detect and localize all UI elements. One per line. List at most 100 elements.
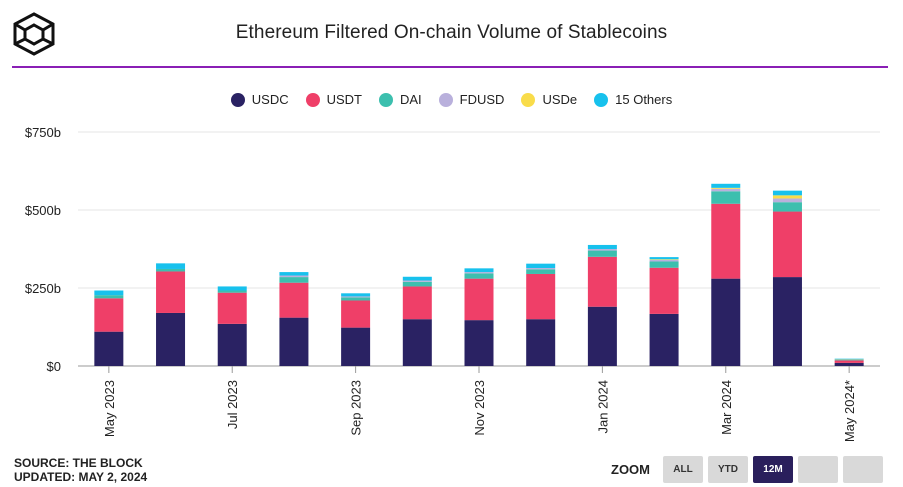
bar-segment-fdusd [341, 296, 371, 298]
bar-segment-fdusd [711, 188, 741, 192]
bar-segment-15-others [464, 268, 494, 273]
bar-segment-dai [587, 250, 617, 257]
bar-segment-fdusd [402, 280, 432, 282]
x-tick-label: Sep 2023 [349, 380, 364, 436]
bar-segment-fdusd [464, 272, 494, 274]
legend-label-others: 15 Others [615, 92, 673, 107]
bar-segment-fdusd [587, 249, 617, 251]
legend-item-others[interactable]: 15 Others [594, 92, 672, 107]
bar-segment-usdc [279, 317, 309, 366]
zoom-extra-button-2[interactable] [843, 456, 883, 483]
y-tick-label: $250b [25, 281, 61, 296]
bar-segment-15-others [772, 190, 802, 196]
bar-segment-fdusd [279, 275, 309, 278]
updated-text: UPDATED: MAY 2, 2024 [14, 470, 148, 484]
bar-segment-dai [156, 268, 186, 272]
bar-segment-dai [94, 295, 124, 299]
bar-segment-dai [402, 281, 432, 287]
stacked-bar-chart: $0 $250b $500b $750b May 2023 Jul 2023 Sep 202… [25, 125, 880, 442]
bar-segment-usdt [711, 203, 741, 279]
legend-dot-others [594, 92, 609, 107]
bar-segment-usdt [402, 286, 432, 320]
bar-segment-usdt [649, 267, 679, 314]
legend-item-usde[interactable]: USDe [521, 92, 577, 107]
bar-segment-usdt [279, 282, 309, 318]
legend-dot-usdc [230, 92, 245, 107]
bar-segment-usdc [587, 306, 617, 366]
bar-segment-fdusd [649, 259, 679, 262]
legend-dot-fdusd [438, 92, 453, 107]
legend-label-usdc: USDC [251, 92, 289, 107]
bar-segment-dai [649, 261, 679, 268]
bar-segment-15-others [217, 286, 247, 291]
legend: USDC USDT DAI FDUSD USDe 15 Others [0, 92, 903, 107]
bar-segment-15-others [649, 257, 679, 260]
x-tick-label: Mar 2024 [719, 380, 734, 435]
bar-segment-15-others [341, 293, 371, 297]
bar-segment-usdc [834, 362, 864, 366]
bar-segment-usdc [772, 277, 802, 366]
zoom-all-button[interactable]: ALL [663, 456, 703, 483]
zoom-extra-button-1[interactable] [798, 456, 838, 483]
source-text: SOURCE: THE BLOCK [14, 456, 143, 470]
bar-segment-usdc [711, 278, 741, 366]
legend-item-usdt[interactable]: USDT [305, 92, 362, 107]
y-tick-label: $500b [25, 203, 61, 218]
zoom-controls: ZOOM ALL YTD 12M [611, 456, 883, 483]
x-tick-label: Jan 2024 [595, 380, 610, 434]
bar-segment-usdt [217, 292, 247, 324]
x-tick-label: May 2024* [842, 380, 857, 442]
bar-segment-usdt [464, 278, 494, 321]
bar-segment-usdc [526, 319, 556, 366]
zoom-ytd-button[interactable]: YTD [708, 456, 748, 483]
legend-dot-usdt [305, 92, 320, 107]
y-tick-label: $0 [47, 359, 61, 374]
bar-segment-usdt [341, 300, 371, 328]
legend-item-dai[interactable]: DAI [379, 92, 422, 107]
legend-dot-usde [521, 92, 536, 107]
bar-segment-usdc [156, 312, 186, 366]
bar-segment-dai [526, 269, 556, 274]
bar-segment-15-others [711, 183, 741, 188]
bar-segment-usdt [587, 256, 617, 307]
x-tick-label: Jul 2023 [225, 380, 240, 429]
bar-segment-usde [711, 187, 741, 189]
bar-segment-fdusd [526, 268, 556, 270]
chart-title: Ethereum Filtered On-chain Volume of Sta… [235, 22, 668, 43]
bar-segment-dai [341, 297, 371, 301]
bar-segment-15-others [156, 263, 186, 269]
zoom-label: ZOOM [611, 462, 650, 477]
legend-label-usdt: USDT [326, 92, 362, 107]
legend-dot-dai [379, 92, 393, 107]
legend-label-dai: DAI [400, 92, 422, 107]
bar-segment-usdc [217, 323, 247, 366]
bar-segment-usde [649, 259, 679, 260]
x-tick-label: Nov 2023 [472, 380, 487, 436]
bar-segment-15-others [279, 272, 309, 276]
legend-label-usde: USDe [542, 92, 578, 107]
bar-segment-dai [711, 191, 741, 204]
bar-segment-15-others [402, 276, 432, 281]
bar-segment-fdusd [772, 198, 802, 203]
bar-segment-dai [217, 290, 247, 293]
bar-segment-usdc [464, 320, 494, 366]
bar-segment-dai [772, 202, 802, 212]
bar-segment-usdc [341, 327, 371, 366]
source-block: SOURCE: THE BLOCK UPDATED: MAY 2, 2024 [14, 456, 147, 484]
bar-segment-usdc [94, 331, 124, 366]
bar-segment-usdc [649, 313, 679, 366]
bar-segment-dai [464, 273, 494, 279]
bar-segment-dai [279, 277, 309, 283]
bar-segment-usdt [772, 211, 802, 278]
the-block-cube-icon[interactable] [12, 12, 56, 56]
x-tick-label: May 2023 [102, 380, 117, 437]
bar-segment-15-others [587, 244, 617, 249]
bar-segment-usdt [526, 273, 556, 320]
bar-segment-usde [772, 195, 802, 199]
legend-item-fdusd[interactable]: FDUSD [438, 92, 504, 107]
zoom-12m-button[interactable]: 12M [753, 456, 793, 483]
bar-segment-usdt [834, 360, 864, 363]
bar-segment-15-others [94, 290, 124, 296]
legend-item-usdc[interactable]: USDC [230, 92, 289, 107]
bar-segment-usdt [94, 298, 124, 332]
